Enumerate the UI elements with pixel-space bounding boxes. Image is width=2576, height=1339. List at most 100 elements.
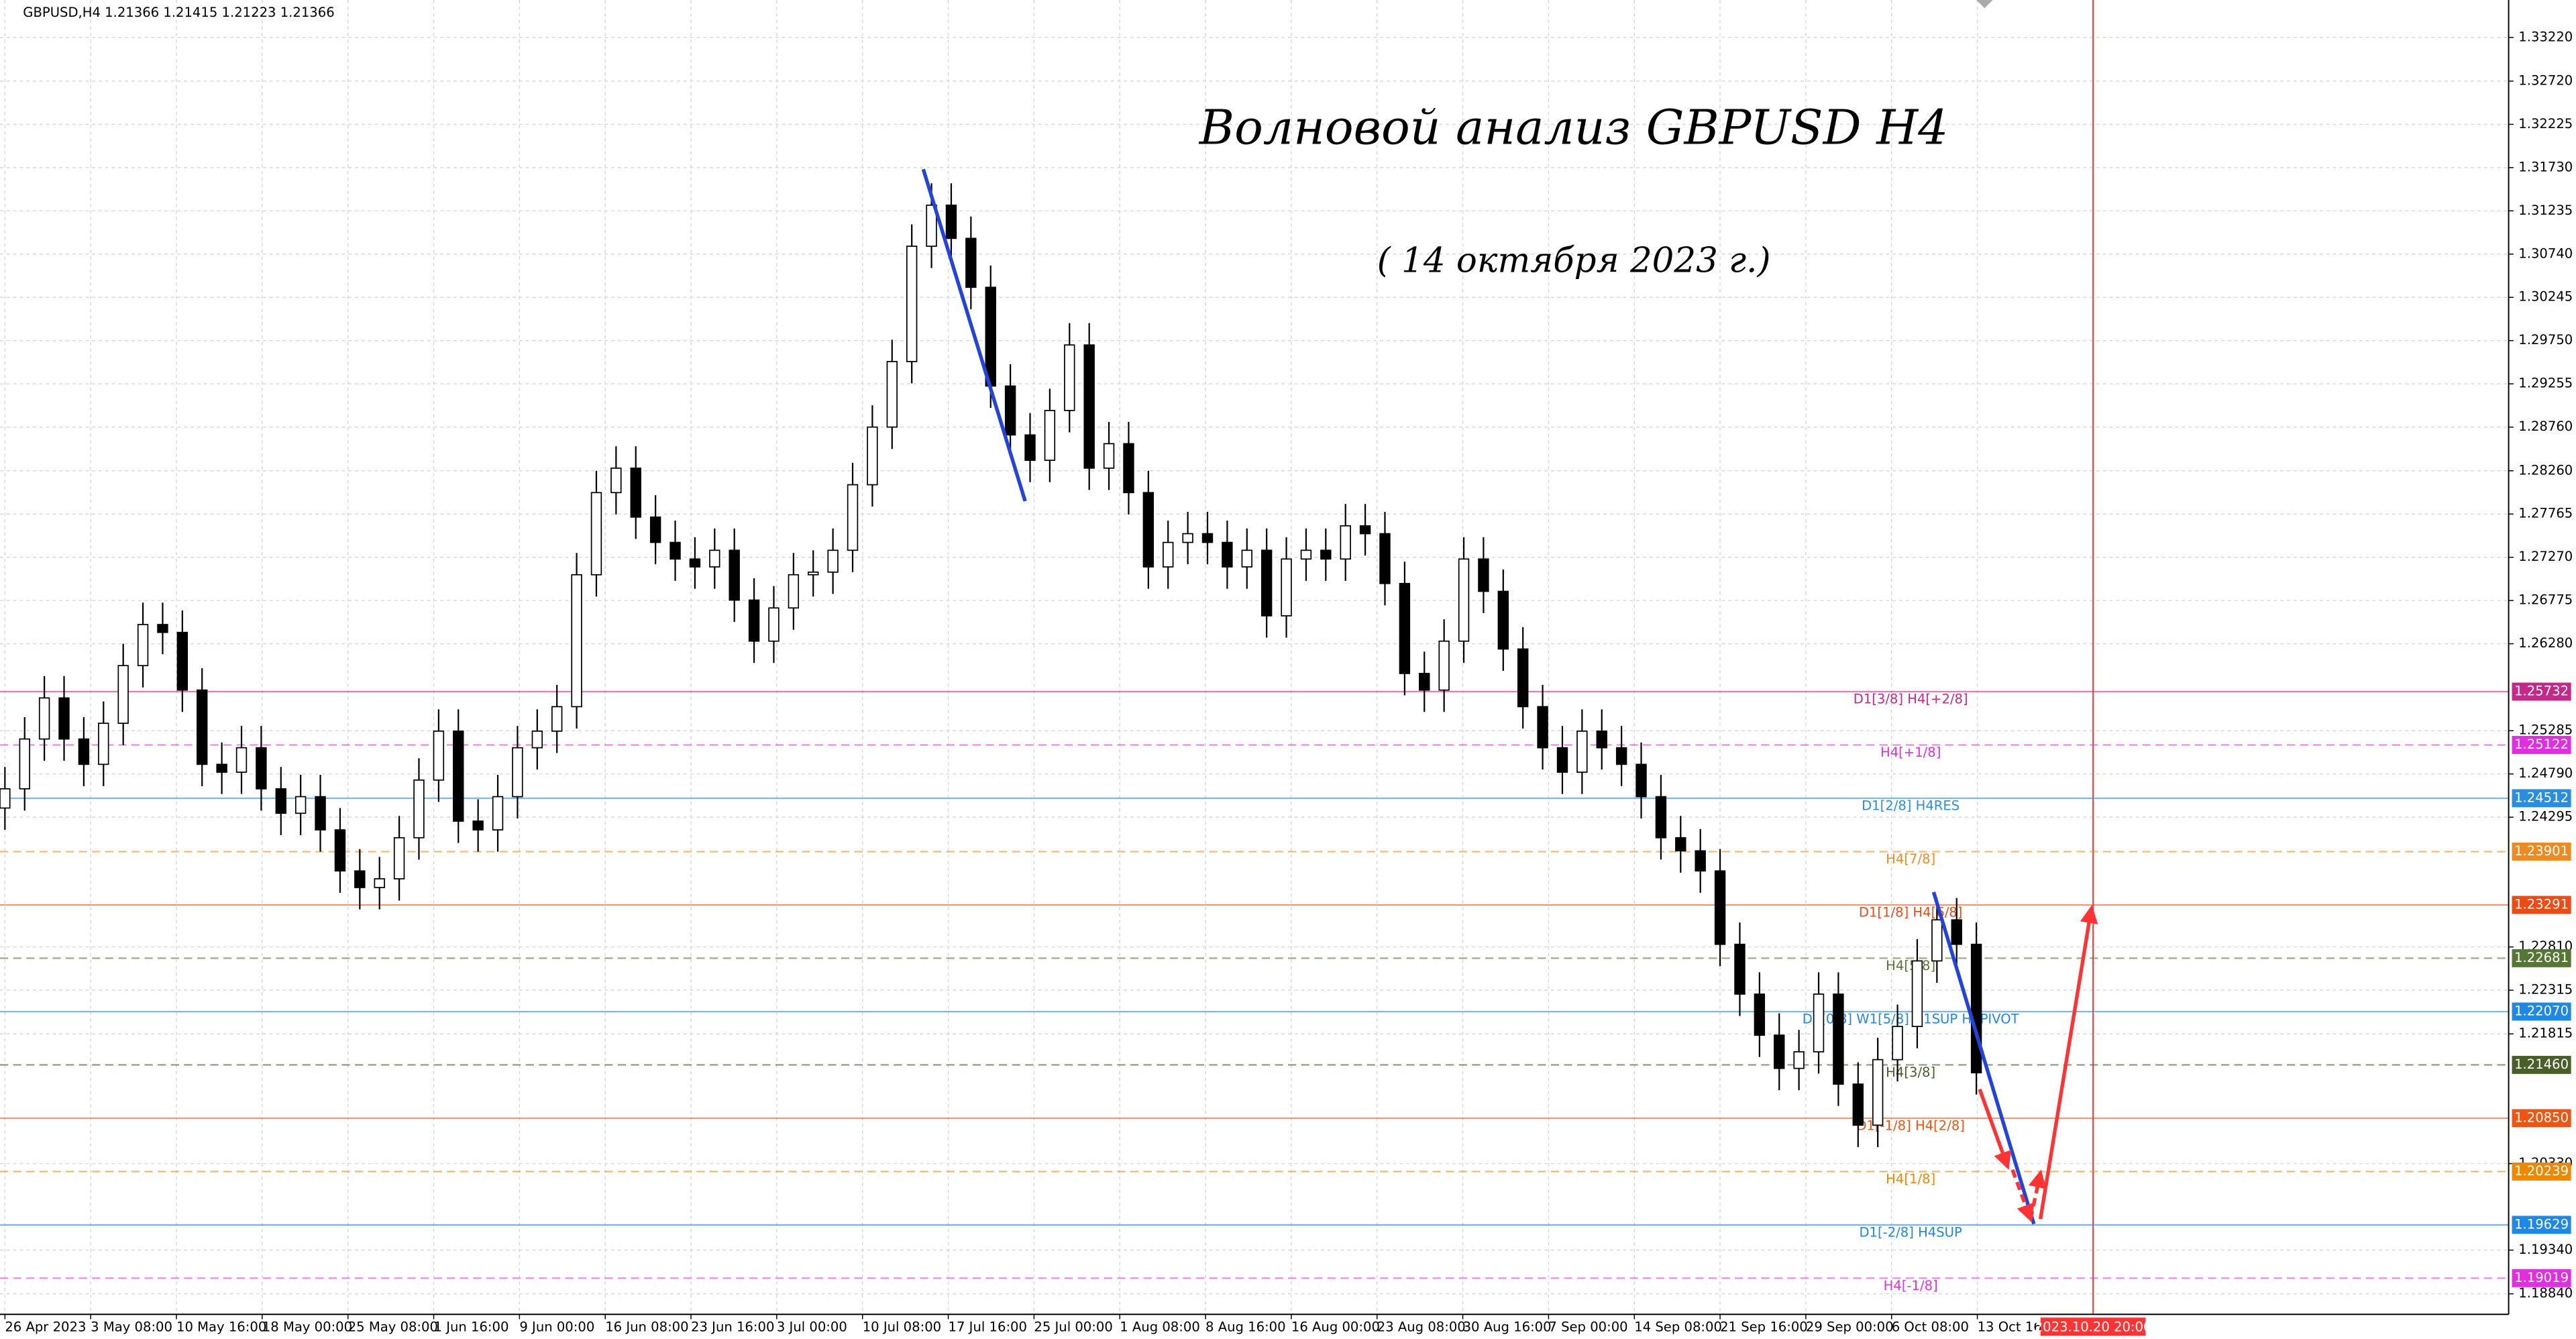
y-tick-label: 1.29255: [2518, 376, 2573, 391]
candle-body: [98, 722, 109, 765]
candle-body: [1300, 549, 1312, 560]
candle-body: [1793, 1051, 1805, 1069]
candle-body: [590, 492, 602, 576]
candle-body: [1163, 541, 1174, 568]
y-tick-label: 1.28260: [2518, 462, 2573, 478]
forecast-arrow: [2028, 1169, 2047, 1220]
y-tick-label: 1.31730: [2518, 159, 2573, 174]
level-label: 1.23901: [2514, 843, 2569, 859]
level-label: 1.24512: [2514, 790, 2569, 805]
level-label: 1.23291: [2514, 896, 2569, 912]
candle-body: [1911, 960, 1923, 1027]
level-box: [2512, 735, 2571, 754]
x-tick-label: 7 Sep 00:00: [1548, 1319, 1627, 1334]
grid: [0, 0, 2509, 1315]
x-tick-label: 23 Aug 08:00: [1377, 1319, 1466, 1334]
y-tick-label: 1.29750: [2518, 332, 2573, 347]
candle-body: [58, 697, 70, 740]
x-tick-label: 18 May 00:00: [262, 1319, 352, 1334]
level-label: 1.22681: [2514, 950, 2569, 965]
y-tick-label: 1.30245: [2518, 289, 2573, 305]
candle-body: [1320, 549, 1332, 560]
level-box: [2512, 1055, 2571, 1074]
x-tick-label: 30 Aug 16:00: [1463, 1319, 1552, 1334]
y-tick-label: 1.27270: [2518, 549, 2573, 564]
x-tick-label: 21 Sep 16:00: [1720, 1319, 1808, 1334]
candle-body: [235, 747, 248, 773]
x-tick-label: 25 May 08:00: [348, 1319, 438, 1334]
candle-body: [669, 541, 681, 560]
candle-body: [294, 796, 307, 814]
candle-body: [906, 246, 918, 362]
candle-body: [1142, 492, 1155, 568]
candle-body: [1359, 525, 1371, 535]
forecast-arrow: [2038, 905, 2098, 1220]
candle-body: [729, 549, 740, 601]
candle-body: [630, 468, 641, 518]
level-label: 1.22070: [2514, 1003, 2569, 1018]
candle-body: [1281, 558, 1292, 617]
candle-body: [1892, 1026, 1903, 1061]
candle-body: [1675, 837, 1686, 852]
y-tick-label: 1.21815: [2518, 1026, 2573, 1041]
level-text: H4[+1/8]: [1880, 745, 1941, 760]
candle-body: [256, 747, 267, 790]
candle-body: [1852, 1083, 1864, 1126]
level-text: H4[3/8]: [1886, 1065, 1935, 1080]
candle-body: [1419, 673, 1430, 691]
level-text: D1[2/8] H4RES: [1862, 798, 1960, 814]
candle-body: [117, 665, 129, 725]
candle-body: [0, 788, 11, 809]
candle-body: [472, 820, 484, 831]
candle-body: [965, 237, 977, 288]
annotations: [921, 0, 2098, 1225]
x-tick-label: 17 Jul 16:00: [949, 1319, 1027, 1334]
x-tick-label: 3 Jul 00:00: [777, 1319, 847, 1334]
candle-body: [393, 837, 405, 879]
forecast-arrow: [2010, 1169, 2035, 1223]
level-box: [2512, 1109, 2571, 1128]
x-tick-label: 1 Aug 08:00: [1120, 1319, 1200, 1334]
candle-body: [1438, 640, 1450, 691]
x-tick-label: 25 Jul 00:00: [1034, 1319, 1112, 1334]
candle-body: [216, 763, 227, 773]
candle-body: [1655, 796, 1667, 839]
candle-body: [1754, 994, 1766, 1036]
candle-body: [1872, 1059, 1884, 1126]
y-tick-label: 1.30740: [2518, 246, 2573, 261]
y-tick-label: 1.31235: [2518, 203, 2573, 218]
candle-body: [1714, 870, 1726, 945]
level-box: [2512, 682, 2571, 701]
level-text: D1[0/8] W1[5/8] D1SUP H4PIVOT: [1803, 1012, 2020, 1027]
candle-body: [453, 731, 464, 822]
candle-body: [531, 731, 543, 749]
x-tick-label: 10 Jul 08:00: [863, 1319, 941, 1334]
candle-body: [649, 516, 661, 543]
candle-body: [1458, 558, 1470, 642]
level-box: [2512, 896, 2571, 914]
x-tick-label: 6 Oct 08:00: [1892, 1319, 1969, 1334]
level-label: 1.21460: [2514, 1057, 2569, 1072]
candle-body: [709, 549, 720, 568]
level-text: H4[5/8]: [1886, 958, 1935, 973]
axis-labels: 1.33220 1.32720 1.32225 1.31730 1.31235 1.307…: [4, 29, 2573, 1336]
candle-body: [1635, 763, 1647, 798]
candle-body: [1951, 919, 1962, 945]
symbol-info: GBPUSD,H4 1.21366 1.21415 1.21223 1.2136…: [23, 5, 334, 20]
level-text: D1[-2/8] H4SUP: [1859, 1225, 1962, 1240]
candle-body: [1970, 943, 1982, 1073]
y-tick-label: 1.33220: [2518, 29, 2573, 44]
candle-body: [275, 788, 286, 814]
candle-body: [1379, 533, 1391, 584]
candle-body: [610, 468, 622, 494]
cursor-box: [2040, 1318, 2146, 1336]
candle-body: [1103, 443, 1115, 469]
candle-body: [38, 697, 50, 740]
chart-title: Волновой анализ GBPUSD H4: [1198, 99, 1948, 155]
y-tick-label: 1.27765: [2518, 506, 2573, 521]
candle-body: [512, 747, 523, 798]
y-tick-label: 1.32720: [2518, 72, 2573, 88]
level-box: [2512, 1216, 2571, 1234]
